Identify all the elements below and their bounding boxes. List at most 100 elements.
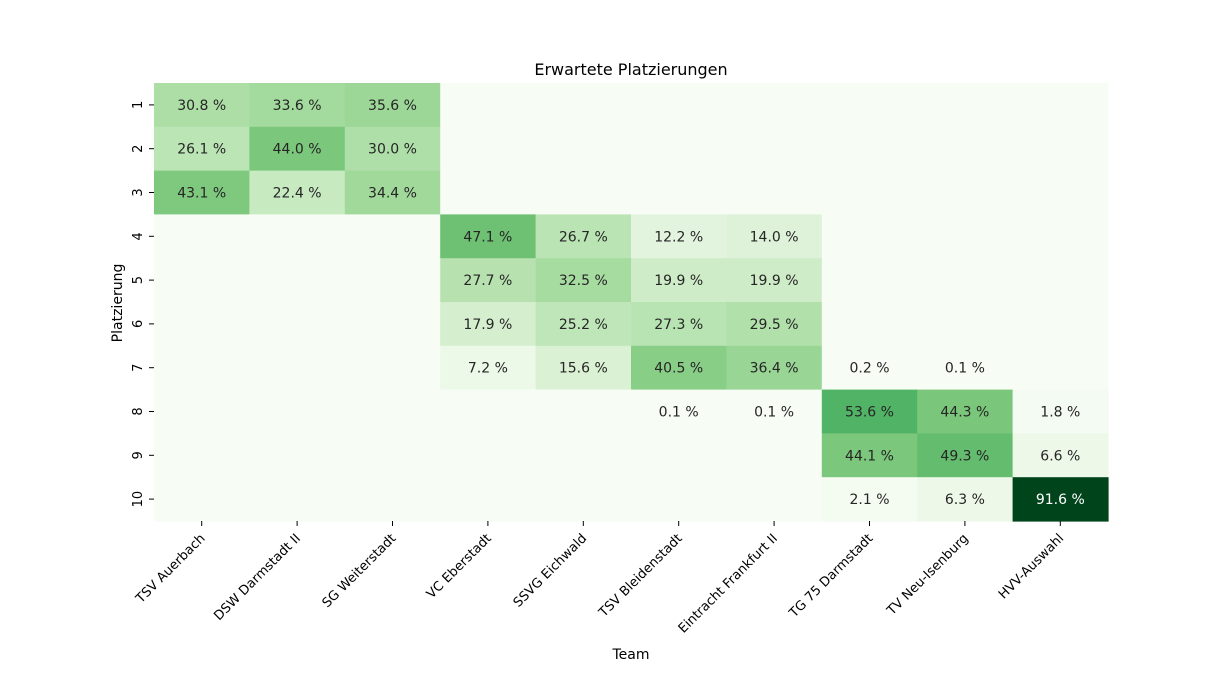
cell-value-label: 30.8 % xyxy=(177,98,226,114)
heatmap-cell xyxy=(631,258,727,303)
heatmap-cell xyxy=(535,258,632,303)
heatmap-cell xyxy=(726,83,823,128)
heatmap-cell xyxy=(344,258,441,303)
heatmap-cell xyxy=(1012,389,1109,434)
heatmap-cell xyxy=(1012,345,1109,391)
y-tick-label: 5 xyxy=(131,276,146,284)
heatmap-cell xyxy=(344,214,441,259)
cell-value-label: 0.2 % xyxy=(849,361,889,377)
heatmap-cell xyxy=(249,389,346,434)
heatmap-cell xyxy=(821,170,918,215)
heatmap-cell xyxy=(821,83,918,128)
cell-value-label: 44.1 % xyxy=(845,448,894,464)
heatmap-cell xyxy=(917,258,1014,303)
heatmap-cell xyxy=(535,214,632,259)
cell-value-label: 44.3 % xyxy=(940,405,989,421)
heatmap-cell xyxy=(535,302,632,347)
heatmap-cell xyxy=(535,126,632,172)
heatmap-cell xyxy=(917,170,1014,215)
y-tick-label: 4 xyxy=(131,232,146,240)
heatmap-cell xyxy=(631,302,727,347)
heatmap-cell xyxy=(154,170,250,215)
heatmap-cell xyxy=(535,345,632,391)
heatmap-cell xyxy=(249,170,346,215)
cell-value-label: 7.2 % xyxy=(468,361,508,377)
y-tick-label: 8 xyxy=(131,407,146,415)
cell-value-label: 19.9 % xyxy=(654,273,703,289)
heatmap-cell xyxy=(631,126,727,172)
heatmap-cell xyxy=(1012,214,1109,259)
heatmap-cell xyxy=(1012,83,1109,128)
heatmap-cell xyxy=(344,345,441,391)
heatmap-cell xyxy=(154,302,250,347)
heatmap-cell xyxy=(917,389,1014,434)
heatmap-cell xyxy=(631,433,727,478)
heatmap-cell xyxy=(249,258,346,303)
cell-value-label: 34.4 % xyxy=(368,186,417,202)
x-tick-label: Eintracht Frankfurt II xyxy=(676,531,781,636)
y-tick-label: 1 xyxy=(131,101,146,109)
heatmap-cell xyxy=(821,126,918,172)
heatmap-cell xyxy=(726,389,823,434)
heatmap-cell xyxy=(726,126,823,172)
heatmap-cell xyxy=(1012,126,1109,172)
cell-value-label: 6.3 % xyxy=(945,492,985,508)
cell-value-label: 19.9 % xyxy=(750,273,799,289)
heatmap-cell xyxy=(154,126,250,172)
heatmap-cell xyxy=(154,389,250,434)
cell-value-label: 14.0 % xyxy=(750,229,799,245)
x-tick-label: SG Weiterstadt xyxy=(320,531,400,611)
heatmap-cell xyxy=(249,345,346,391)
heatmap-cell xyxy=(726,477,823,522)
heatmap-cell xyxy=(631,170,727,215)
cell-value-label: 33.6 % xyxy=(273,98,322,114)
heatmap-cell xyxy=(821,345,918,391)
cell-value-label: 12.2 % xyxy=(654,229,703,245)
cell-value-label: 15.6 % xyxy=(559,361,608,377)
heatmap-cell xyxy=(249,433,346,478)
cell-value-label: 35.6 % xyxy=(368,98,417,114)
heatmap-cell xyxy=(344,389,441,434)
x-tick-label: TSV Auerbach xyxy=(133,531,209,607)
heatmap-cell xyxy=(917,302,1014,347)
heatmap-cell xyxy=(249,83,346,128)
heatmap-cell xyxy=(535,389,632,434)
heatmap-cell xyxy=(249,477,346,522)
cell-value-label: 49.3 % xyxy=(940,448,989,464)
heatmap-cell xyxy=(726,170,823,215)
heatmap-cell xyxy=(1012,302,1109,347)
heatmap-cell xyxy=(1012,477,1109,522)
heatmap-cell xyxy=(917,345,1014,391)
heatmap-cell xyxy=(440,258,537,303)
heatmap-cell xyxy=(344,433,441,478)
cell-value-label: 27.7 % xyxy=(463,273,512,289)
heatmap-cell xyxy=(154,83,250,128)
x-axis: TSV Auerbach DSW Darmstadt II SG Weitersta… xyxy=(133,521,1067,636)
cell-value-label: 36.4 % xyxy=(750,361,799,377)
heatmap-cell xyxy=(917,433,1014,478)
heatmap-cell xyxy=(1012,433,1109,478)
heatmap-cell xyxy=(344,83,441,128)
cell-value-label: 25.2 % xyxy=(559,317,608,333)
heatmap-cell xyxy=(440,214,537,259)
heatmap-cell xyxy=(440,170,537,215)
cell-value-label: 47.1 % xyxy=(463,229,512,245)
y-axis: 1 2 3 4 5 6 7 8 9 10 xyxy=(131,101,154,507)
y-tick-label: 6 xyxy=(131,320,146,328)
x-tick-label: HVV-Auswahl xyxy=(996,531,1067,602)
heatmap-cells xyxy=(154,83,1109,522)
heatmap-cell xyxy=(344,477,441,522)
heatmap-cell xyxy=(821,258,918,303)
heatmap-cell xyxy=(821,433,918,478)
cell-value-label: 30.0 % xyxy=(368,142,417,158)
heatmap-cell xyxy=(535,477,632,522)
heatmap-cell xyxy=(535,170,632,215)
heatmap-cell xyxy=(726,433,823,478)
heatmap-cell xyxy=(631,83,727,128)
heatmap-cell xyxy=(440,389,537,434)
heatmap-cell xyxy=(821,389,918,434)
heatmap-cell xyxy=(535,83,632,128)
cell-value-label: 0.1 % xyxy=(754,405,794,421)
heatmap-cell xyxy=(440,83,537,128)
